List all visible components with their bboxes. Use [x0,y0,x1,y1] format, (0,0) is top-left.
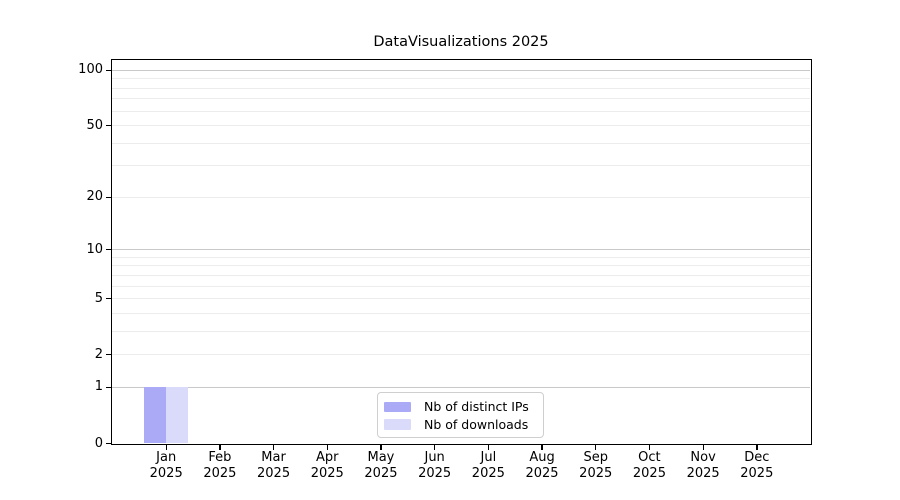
x-tick-label-feb: Feb 2025 [203,450,237,481]
legend-swatch-distinct-ips [384,401,411,412]
y-tick-label-5: 5 [94,290,103,306]
x-tick-feb [219,444,221,450]
y-tick-10 [106,248,112,251]
y-tick-0 [106,442,112,445]
y-tick-label-50: 50 [86,117,103,133]
x-tick-may [380,444,382,450]
gridline-y-20 [112,196,810,198]
y-tick-50 [106,124,112,127]
gridline-y-7 [112,274,810,276]
legend: Nb of distinct IPs Nb of downloads [377,392,544,438]
gridline-y-5 [112,298,810,300]
x-tick-apr [326,444,328,450]
y-tick-20 [106,196,112,198]
x-tick-label-oct: Oct 2025 [632,450,666,481]
gridline-y-1 [112,386,810,388]
gridline-y-80 [112,87,810,89]
legend-label-distinct-ips: Nb of distinct IPs [424,399,529,415]
x-tick-label-dec: Dec 2025 [740,450,774,481]
x-tick-label-jan: Jan 2025 [149,450,183,481]
y-tick-5 [106,298,112,300]
gridline-y-3 [112,330,810,332]
x-tick-nov [702,444,704,450]
legend-swatch-downloads [384,419,411,430]
legend-label-downloads: Nb of downloads [424,416,529,432]
y-tick-label-2: 2 [94,346,103,362]
gridline-y-90 [112,78,810,80]
y-tick-label-0: 0 [94,435,103,451]
legend-item-downloads: Nb of downloads [384,416,543,434]
legend-item-distinct-ips: Nb of distinct IPs [384,398,543,416]
y-tick-label-20: 20 [86,189,103,205]
gridline-y-40 [112,142,810,144]
bar-distinct-ips-jan [143,386,166,443]
gridline-y-10 [112,249,810,251]
x-tick-label-jul: Jul 2025 [471,450,505,481]
x-tick-label-jun: Jun 2025 [418,450,452,481]
x-tick-label-sep: Sep 2025 [579,450,613,481]
y-tick-100 [106,69,112,71]
x-tick-jan [165,444,167,450]
gridline-y-70 [112,98,810,100]
gridline-y-9 [112,256,810,258]
x-tick-label-mar: Mar 2025 [257,450,291,481]
y-tick-label-10: 10 [86,241,103,257]
y-tick-2 [106,354,112,356]
x-tick-mar [272,444,275,450]
x-tick-jun [434,444,436,450]
gridline-y-100 [112,69,810,71]
gridline-y-30 [112,165,810,167]
y-tick-label-100: 100 [78,62,103,78]
chart-title: DataVisualizations 2025 [373,34,549,50]
x-tick-label-may: May 2025 [364,450,398,481]
x-tick-jul [487,444,490,450]
gridline-y-6 [112,285,810,287]
gridline-y-4 [112,312,810,314]
bar-downloads-jan [165,386,188,443]
x-tick-dec [756,444,758,450]
plot-area [111,59,812,445]
x-tick-label-nov: Nov 2025 [686,450,720,481]
x-tick-sep [595,444,597,450]
x-tick-label-aug: Aug 2025 [525,450,559,481]
gridline-y-60 [112,110,810,112]
x-tick-label-apr: Apr 2025 [310,450,344,481]
y-tick-label-1: 1 [94,379,103,395]
y-tick-1 [106,386,112,389]
gridline-y-8 [112,265,810,267]
gridline-y-2 [112,354,810,356]
x-tick-oct [648,444,651,450]
gridline-y-50 [112,125,810,127]
x-tick-aug [541,444,543,450]
